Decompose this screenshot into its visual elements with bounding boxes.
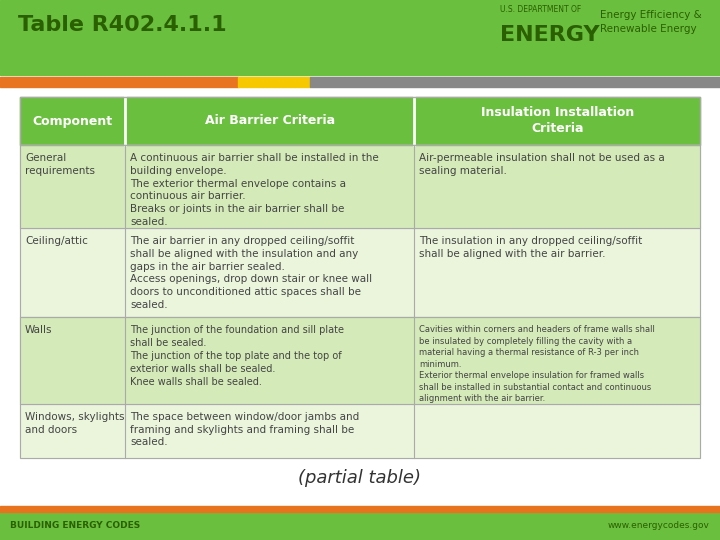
Bar [20,318,700,404]
Bar [415,97,700,145]
Text: The space between window/door jambs and
framing and skylights and framing shall : The space between window/door jambs and … [130,411,360,447]
Bar [0,87,720,506]
Text: Energy Efficiency &
Renewable Energy: Energy Efficiency & Renewable Energy [600,10,702,34]
Text: The insulation in any dropped ceiling/soffit
shall be aligned with the air barri: The insulation in any dropped ceiling/so… [419,236,643,259]
Bar [20,145,700,228]
Text: The air barrier in any dropped ceiling/soffit
shall be aligned with the insulati: The air barrier in any dropped ceiling/s… [130,236,372,310]
Text: U.S. DEPARTMENT OF: U.S. DEPARTMENT OF [500,5,581,15]
Bar [20,404,700,458]
Text: Ceiling/attic: Ceiling/attic [25,236,88,246]
Text: Walls: Walls [25,326,53,335]
Bar [20,228,700,318]
Bar [0,0,720,75]
Text: Air Barrier Criteria: Air Barrier Criteria [204,114,335,127]
Bar [0,77,238,87]
Bar [20,97,700,145]
Bar [0,506,720,512]
Bar [20,145,700,228]
Bar [238,77,310,87]
Text: Insulation Installation
Criteria: Insulation Installation Criteria [480,106,634,136]
Bar [20,318,700,404]
Text: A continuous air barrier shall be installed in the
building envelope.
The exteri: A continuous air barrier shall be instal… [130,153,379,227]
Text: Table R402.4.1.1: Table R402.4.1.1 [18,15,227,35]
Bar [0,512,720,540]
Bar [125,97,415,145]
Bar [20,97,125,145]
Text: The junction of the foundation and sill plate
shall be sealed.
The junction of t: The junction of the foundation and sill … [130,326,344,387]
Text: Air-permeable insulation shall not be used as a
sealing material.: Air-permeable insulation shall not be us… [419,153,665,176]
Text: Windows, skylights
and doors: Windows, skylights and doors [25,411,125,435]
Bar [20,228,700,318]
Text: ENERGY: ENERGY [500,25,600,45]
Bar [310,77,720,87]
Text: Cavities within corners and headers of frame walls shall
be insulated by complet: Cavities within corners and headers of f… [419,326,655,403]
Text: General
requirements: General requirements [25,153,95,176]
Text: (partial table): (partial table) [299,469,421,487]
Text: BUILDING ENERGY CODES: BUILDING ENERGY CODES [10,522,140,530]
Text: www.energycodes.gov: www.energycodes.gov [608,522,710,530]
Text: Component: Component [32,114,113,127]
Bar [20,404,700,458]
